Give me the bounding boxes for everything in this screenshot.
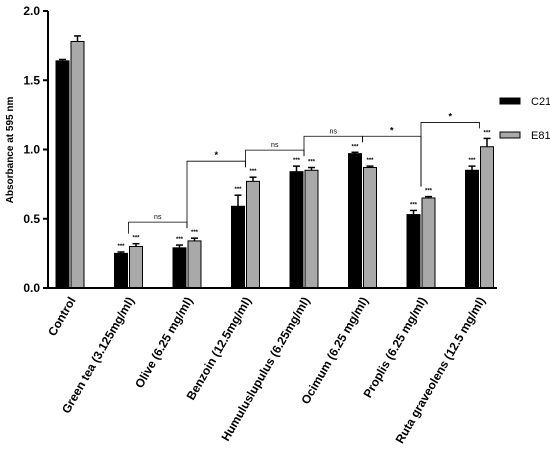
comparison-label-2: ns (271, 142, 279, 149)
significance-label-c21-5: *** (351, 144, 359, 150)
significance-label-e81-6: *** (425, 189, 433, 195)
significance-label-e81-2: *** (191, 230, 199, 236)
significance-label-e81-3: *** (249, 169, 257, 175)
bar-e81-0 (70, 40, 85, 289)
legend-swatch-c21 (499, 97, 521, 105)
comparison-label-0: ns (154, 214, 162, 221)
significance-label-c21-1: *** (117, 244, 125, 250)
bar-c21-2 (172, 247, 187, 289)
legend: C21 E81 (499, 96, 550, 142)
bar-e81-4 (304, 169, 319, 289)
comparison-bracket-5 (420, 122, 480, 187)
bar-c21-0 (55, 60, 70, 289)
significance-layer: ****** *************** *******************… (117, 111, 491, 250)
bar-e81-1 (129, 245, 143, 289)
y-ticks-layer: 0.0 0.5 1.0 1.5 2.0 (23, 4, 48, 295)
y-axis-title: Absorbance at 595 nm (5, 97, 16, 204)
bar-c21-1 (114, 252, 128, 289)
significance-label-c21-2: *** (176, 237, 184, 243)
significance-label-e81-5: *** (366, 158, 374, 164)
bar-c21-6 (406, 214, 421, 289)
legend-label-c21: C21 (531, 96, 550, 108)
significance-label-c21-7: *** (468, 158, 476, 164)
category-label-3: Benzoin (12.5mg/ml) (184, 295, 254, 403)
bar-e81-2 (187, 240, 202, 289)
comparison-label-3: ns (330, 128, 338, 135)
bar-c21-7 (465, 169, 479, 289)
bar-c21-3 (231, 205, 245, 289)
significance-label-c21-4: *** (293, 158, 301, 164)
bar-e81-3 (246, 180, 260, 289)
y-tick-label-3: 1.5 (23, 73, 40, 87)
category-label-6: Proplis (6.25 mg/ml) (360, 294, 429, 400)
bar-c21-5 (348, 153, 362, 289)
category-label-0: Control (45, 295, 78, 339)
bars-layer (55, 35, 494, 289)
comparison-bracket-0 (128, 221, 188, 234)
significance-label-e81-1: *** (132, 236, 140, 242)
legend-swatch-e81 (499, 131, 521, 139)
category-label-2: Olive (6.25 mg/ml) (132, 294, 195, 390)
comparison-label-5: * (448, 111, 452, 121)
significance-label-e81-4: *** (308, 160, 316, 166)
significance-label-c21-6: *** (410, 202, 418, 208)
bar-e81-5 (363, 167, 377, 289)
legend-label-e81: E81 (531, 130, 550, 142)
y-tick-label-2: 1.0 (23, 143, 40, 157)
y-tick-label-4: 2.0 (23, 4, 40, 18)
bar-e81-7 (480, 146, 494, 289)
significance-label-c21-3: *** (234, 187, 242, 193)
comparison-label-4: * (390, 125, 394, 135)
y-tick-label-0: 0.0 (23, 281, 40, 295)
category-label-5: Ocimum (6.25 mg/ml) (298, 295, 371, 407)
bar-c21-4 (289, 171, 304, 289)
y-tick-label-1: 0.5 (23, 212, 40, 226)
significance-label-e81-7: *** (483, 130, 491, 136)
bar-e81-6 (421, 197, 436, 289)
comparison-label-1: * (214, 150, 218, 160)
